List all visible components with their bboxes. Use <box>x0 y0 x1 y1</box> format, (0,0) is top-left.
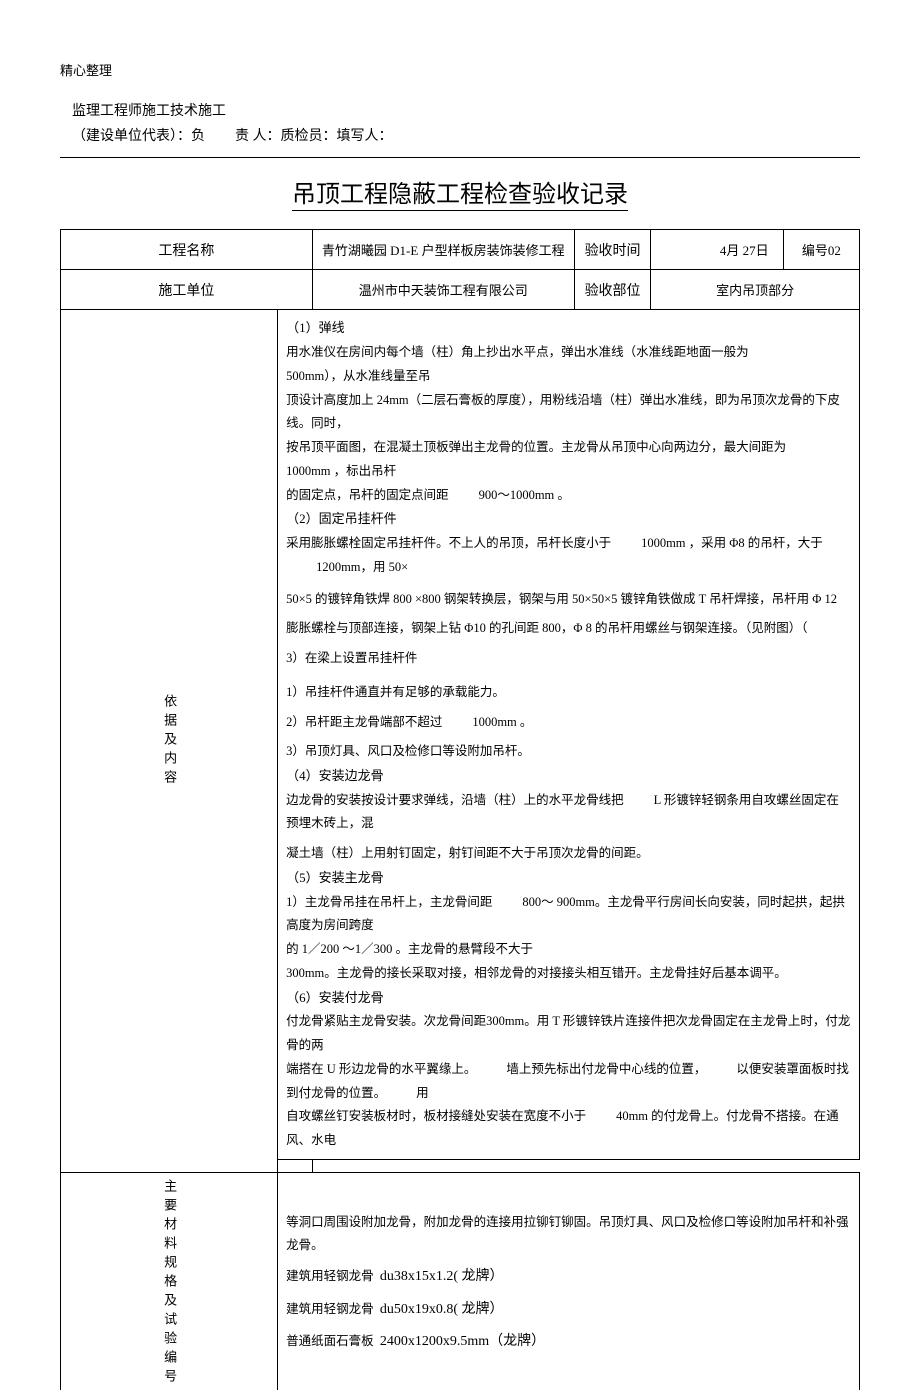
value-accept-time: 4月 27日 <box>651 230 783 270</box>
label-accept-part: 验收部位 <box>574 270 650 310</box>
p6c: 自攻螺丝钉安装板材时，板材接缝处安装在宽度不小于40mm 的付龙骨上。付龙骨不搭… <box>286 1105 851 1153</box>
p2c: 膨胀螺栓与顶部连接，钢架上钻 Φ10 的孔间距 800，Φ 8 的吊杆用螺丝与钢… <box>286 617 851 641</box>
h-2: （2）固定吊挂杆件 <box>286 507 851 532</box>
row-project: 工程名称 青竹湖曦园 D1-E 户型样板房装饰装修工程 验收时间 4月 27日 … <box>61 230 860 270</box>
page-title: 吊顶工程隐蔽工程检查验收记录 <box>60 174 860 209</box>
p4b: 凝土墙（柱）上用射钉固定，射钉间距不大于吊顶次龙骨的间距。 <box>286 842 851 866</box>
p1a: 用水准仪在房间内每个墙（柱）角上抄出水平点，弹出水准线（水准线距地面一般为500… <box>286 341 851 389</box>
h-4: （4）安装边龙骨 <box>286 764 851 789</box>
record-table: 工程名称 青竹湖曦园 D1-E 户型样板房装饰装修工程 验收时间 4月 27日 … <box>60 229 860 1390</box>
mat-1: 建筑用轻钢龙骨 du38x15x1.2( 龙牌） <box>286 1264 851 1291</box>
value-serial: 编号02 <box>783 230 859 270</box>
p3-3: 3）吊顶灯具、风口及检修口等设附加吊杆。 <box>286 740 851 764</box>
p2b: 50×5 的镀锌角铁焊 800 ×800 钢架转换层，钢架与用 50×50×5 … <box>286 588 851 612</box>
p6a: 付龙骨紧贴主龙骨安装。次龙骨间距300mm。用 T 形镀锌铁片连接件把次龙骨固定… <box>286 1010 851 1058</box>
content-basis: （1）弹线 用水准仪在房间内每个墙（柱）角上抄出水平点，弹出水准线（水准线距地面… <box>278 310 860 1159</box>
row-materials-main: 主要材料规格及试验编号 等洞口周围设附加龙骨，附加龙骨的连接用拉铆钉铆固。吊顶灯… <box>61 1172 860 1390</box>
p5b: 的 1／200 ～1／300 。主龙骨的悬臂段不大于 <box>286 938 851 962</box>
p1d: 的固定点，吊杆的固定点间距900～1000mm 。 <box>286 484 851 508</box>
label-materials: 主要材料规格及试验编号 <box>61 1172 278 1390</box>
value-construct-unit: 温州市中天装饰工程有限公司 <box>312 270 574 310</box>
p5a: 1）主龙骨吊挂在吊杆上，主龙骨间距800～ 900mm。主龙骨平行房间长向安装，… <box>286 891 851 939</box>
p2d: 3）在梁上设置吊挂杆件 <box>286 647 851 671</box>
label-materials-hidden <box>278 1159 313 1172</box>
p3-1: 1）吊挂杆件通直并有足够的承载能力。 <box>286 681 851 705</box>
content-materials: 等洞口周围设附加龙骨，附加龙骨的连接用拉铆钉铆固。吊顶灯具、风口及检修口等设附加… <box>278 1172 860 1390</box>
row-unit: 施工单位 温州市中天装饰工程有限公司 验收部位 室内吊顶部分 <box>61 270 860 310</box>
p1c: 按吊顶平面图，在混凝土顶板弹出主龙骨的位置。主龙骨从吊顶中心向两边分，最大间距为… <box>286 436 851 484</box>
p1b: 顶设计高度加上 24mm（二层石膏板的厚度），用粉线沿墙（柱）弹出水准线，即为吊… <box>286 389 851 437</box>
h-6: （6）安装付龙骨 <box>286 986 851 1011</box>
box-line2: （建设单位代表）：负 责 人：质检员：填写人： <box>72 124 848 149</box>
h-1: （1）弹线 <box>286 316 851 341</box>
mat-2: 建筑用轻钢龙骨 du50x19x0.8( 龙牌） <box>286 1297 851 1324</box>
value-accept-part: 室内吊顶部分 <box>651 270 860 310</box>
p2a: 采用膨胀螺栓固定吊挂杆件。不上人的吊顶，吊杆长度小于1000mm ，采用 Φ8 … <box>286 532 851 580</box>
label-project-name: 工程名称 <box>61 230 313 270</box>
p6b: 端搭在 U 形边龙骨的水平翼缘上。墙上预先标出付龙骨中心线的位置，以便安装罩面板… <box>286 1058 851 1106</box>
p5c: 300mm。主龙骨的接长采取对接，相邻龙骨的对接接头相互错开。主龙骨挂好后基本调… <box>286 962 851 986</box>
row-basis-content: 依据及内容 （1）弹线 用水准仪在房间内每个墙（柱）角上抄出水平点，弹出水准线（… <box>61 310 860 1159</box>
signature-box: 监理工程师施工技术施工 （建设单位代表）：负 责 人：质检员：填写人： <box>60 91 860 158</box>
p6d: 等洞口周围设附加龙骨，附加龙骨的连接用拉铆钉铆固。吊顶灯具、风口及检修口等设附加… <box>286 1211 851 1259</box>
p4a: 边龙骨的安装按设计要求弹线，沿墙（柱）上的水平龙骨线把L 形镀锌轻钢条用自攻螺丝… <box>286 789 851 837</box>
box-line1: 监理工程师施工技术施工 <box>72 99 848 124</box>
label-construct-unit: 施工单位 <box>61 270 313 310</box>
label-accept-time: 验收时间 <box>574 230 650 270</box>
mat-3: 普通纸面石膏板 2400x1200x9.5mm（龙牌） <box>286 1329 851 1356</box>
value-project-name: 青竹湖曦园 D1-E 户型样板房装饰装修工程 <box>312 230 574 270</box>
label-basis-content: 依据及内容 <box>61 310 278 1172</box>
box-line2-b: 责 人：质检员：填写人： <box>235 129 393 144</box>
header-note: 精心整理 <box>60 60 860 79</box>
p3-2: 2）吊杆距主龙骨端部不超过1000mm 。 <box>286 711 851 735</box>
h-5: （5）安装主龙骨 <box>286 866 851 891</box>
box-line2-a: （建设单位代表）：负 <box>72 129 205 144</box>
